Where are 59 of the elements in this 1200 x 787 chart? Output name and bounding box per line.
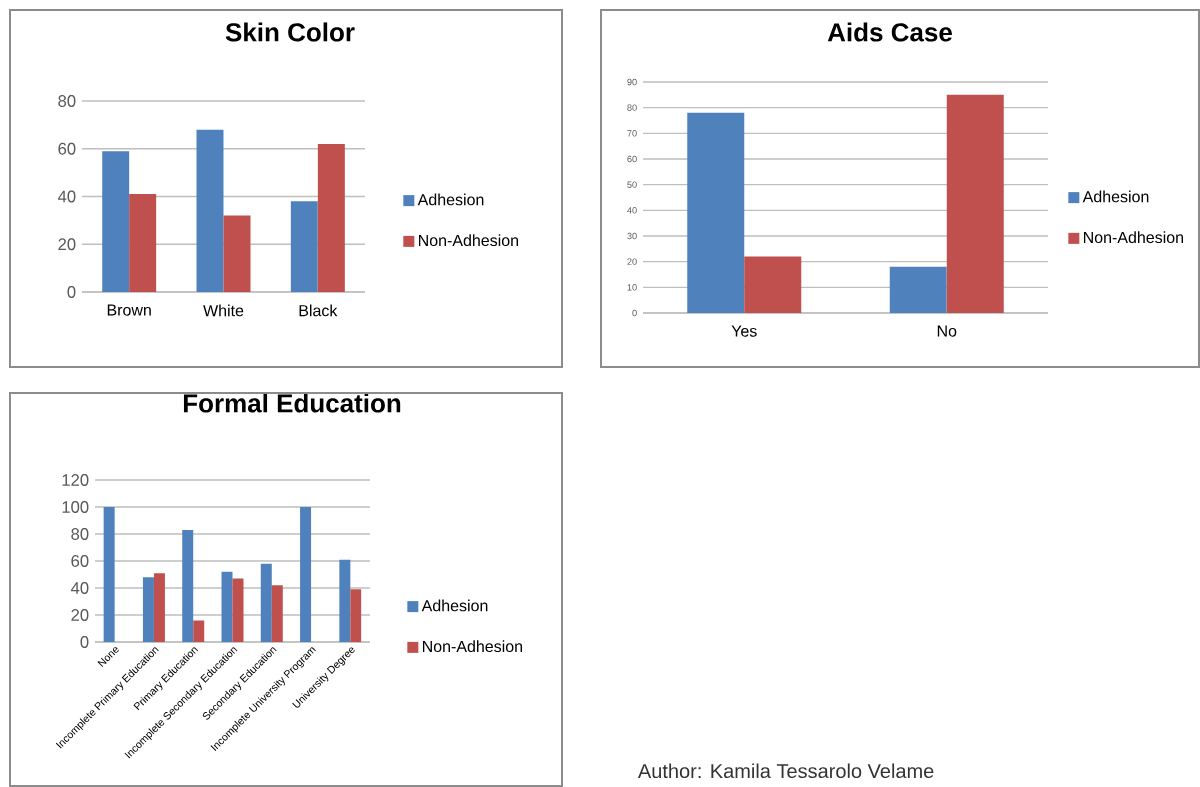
y-tick-label: 20 <box>71 609 89 621</box>
bar <box>232 578 244 642</box>
y-tick-label: 10 <box>627 284 637 291</box>
bar <box>300 507 312 642</box>
bar <box>221 571 233 642</box>
bar <box>889 266 947 313</box>
bar <box>193 620 205 642</box>
bar <box>687 112 745 313</box>
bar <box>223 215 251 292</box>
legend-label: Adhesion <box>421 599 488 612</box>
y-tick-label: 40 <box>57 190 76 203</box>
y-tick-label: 0 <box>80 636 89 648</box>
y-tick-label: 100 <box>62 501 89 513</box>
y-tick-label: 50 <box>627 181 637 188</box>
legend-label: Non-Adhesion <box>418 234 519 247</box>
bar <box>103 507 115 642</box>
y-tick-label: 0 <box>632 309 637 317</box>
legend-label: Adhesion <box>1082 190 1149 203</box>
y-tick-label: 80 <box>627 104 637 111</box>
bar <box>271 585 283 642</box>
bar <box>290 201 318 292</box>
y-tick-label: 0 <box>67 286 76 298</box>
x-tick-label: No <box>937 325 957 337</box>
y-tick-label: 40 <box>627 207 637 214</box>
chart-title: Skin Color <box>225 22 355 42</box>
legend-label: Non-Adhesion <box>1083 231 1184 244</box>
y-tick-label: 80 <box>71 528 89 540</box>
legend-label: Adhesion <box>417 193 484 206</box>
legend-label: Non-Adhesion <box>422 640 523 653</box>
y-tick-label: 60 <box>627 155 637 163</box>
y-tick-label: 20 <box>58 238 76 251</box>
x-tick-label: White <box>203 304 244 317</box>
x-tick-label: Yes <box>731 325 757 337</box>
bar <box>946 94 1004 313</box>
y-tick-label: 30 <box>627 232 637 240</box>
bar <box>339 559 351 642</box>
bar <box>102 151 130 292</box>
bar <box>260 563 272 642</box>
x-tick-label: Black <box>299 304 338 317</box>
bar <box>317 143 345 292</box>
y-tick-label: 60 <box>58 142 76 155</box>
bar <box>142 577 154 642</box>
bar <box>196 129 224 292</box>
bar <box>129 194 157 292</box>
bar <box>350 589 362 642</box>
bar <box>744 256 802 313</box>
y-tick-label: 40 <box>70 582 89 594</box>
y-tick-label: 60 <box>71 555 89 567</box>
y-tick-label: 80 <box>58 95 76 107</box>
chart-title: Aids Case <box>827 22 952 42</box>
y-tick-label: 20 <box>627 258 637 265</box>
y-tick-label: 70 <box>627 130 637 137</box>
x-tick-label: Brown <box>107 304 151 316</box>
chart-title: Formal Education <box>183 393 401 413</box>
text: Author: Kamila Tessarolo Velame <box>637 763 934 779</box>
y-tick-label: 90 <box>627 78 637 86</box>
y-tick-label: 120 <box>62 474 89 486</box>
bar <box>182 529 194 642</box>
bar <box>153 573 165 642</box>
